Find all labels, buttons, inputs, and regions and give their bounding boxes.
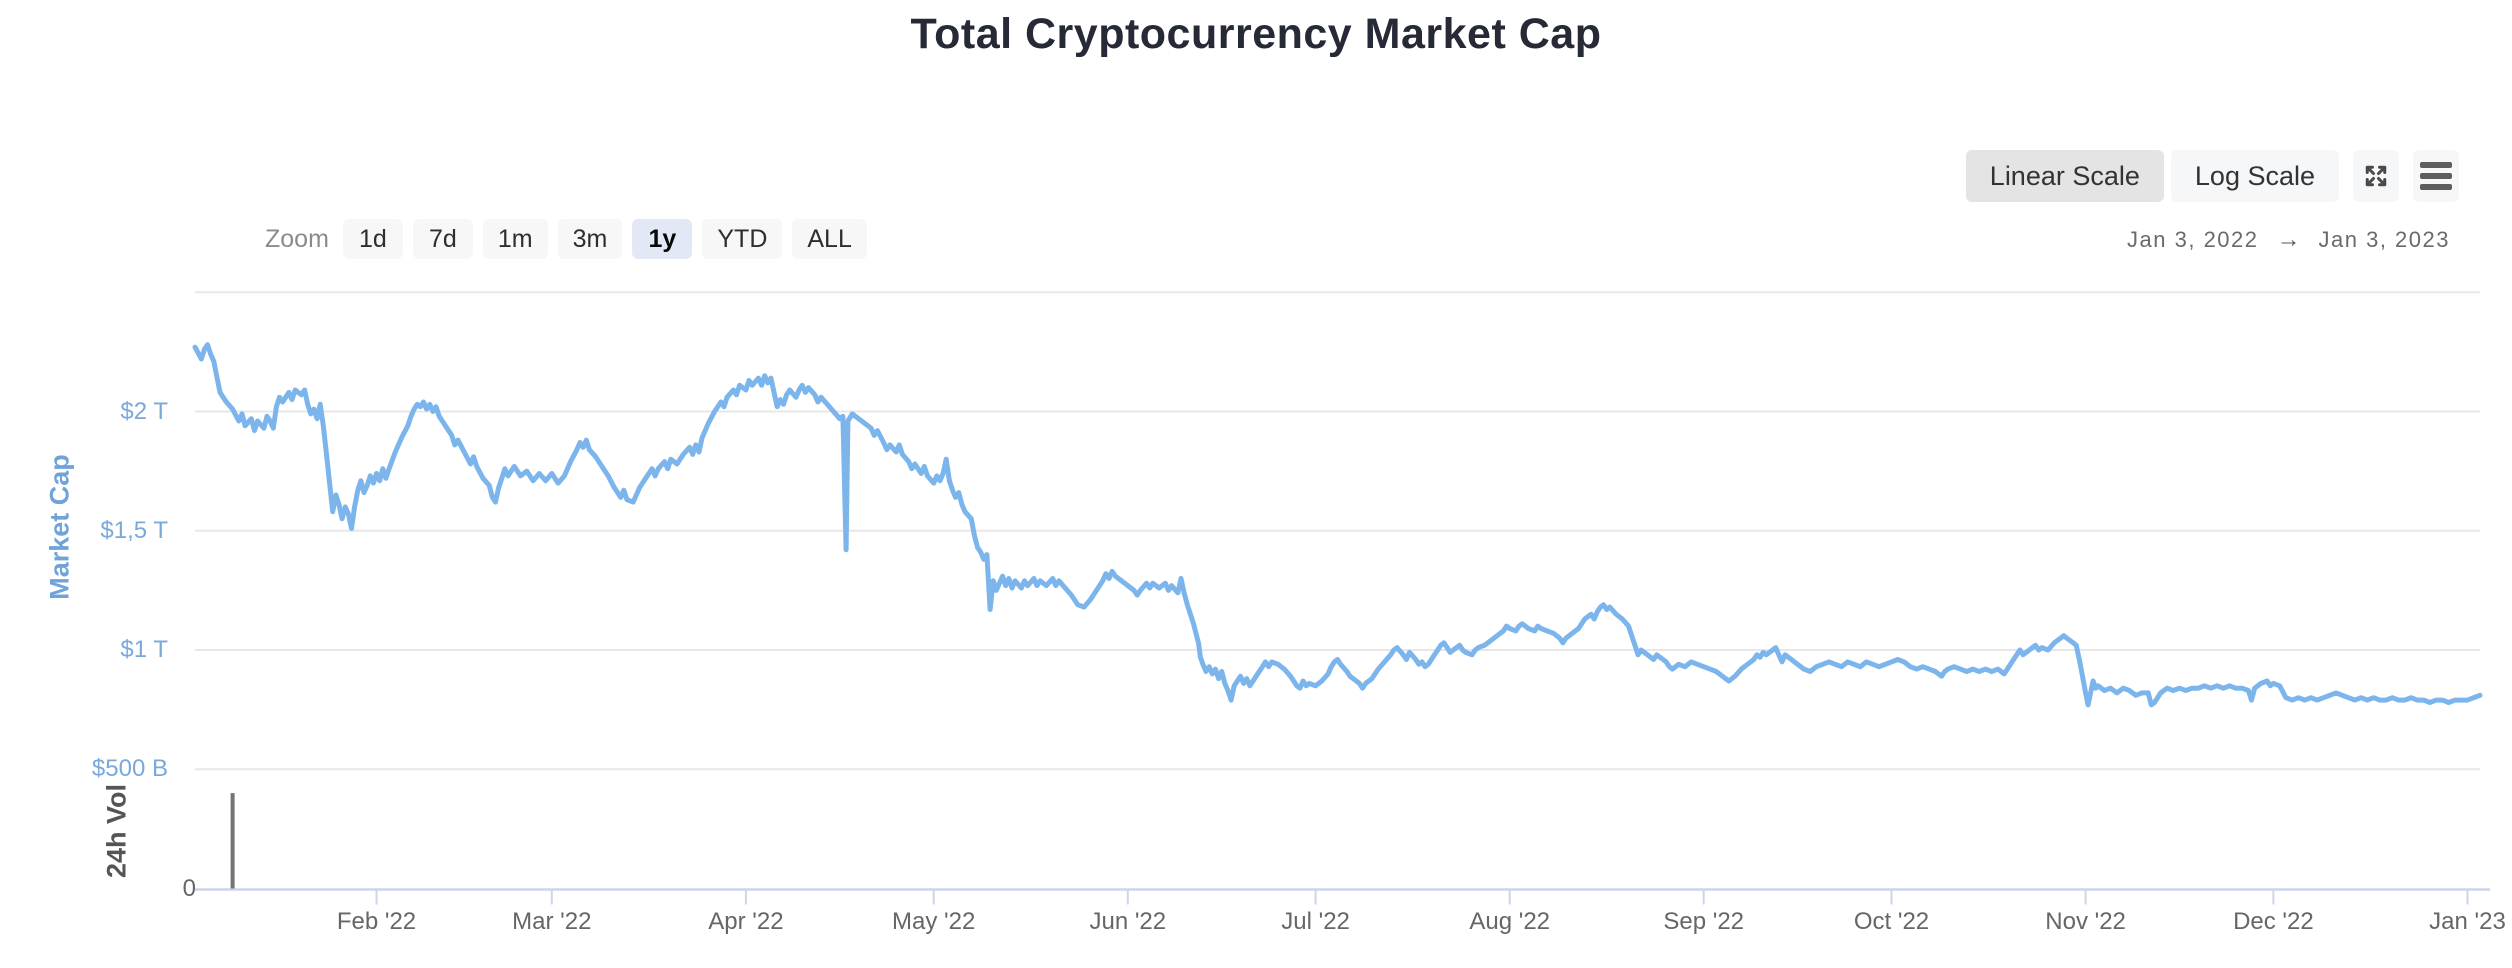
y-axis-title-24h-vol: 24h Vol	[101, 783, 132, 879]
range-selector: Zoom 1d 7d 1m 3m 1y YTD ALL	[265, 219, 877, 259]
page-title: Total Cryptocurrency Market Cap	[910, 10, 1602, 58]
y-tick-label: $1,5 T	[100, 516, 168, 544]
vol-zero-label: 0	[182, 874, 196, 902]
x-tick-label: Oct '22	[1853, 908, 1930, 935]
zoom-button-all[interactable]: ALL	[792, 219, 867, 259]
hamburger-menu-icon	[2420, 162, 2452, 190]
zoom-buttons-group: 1d 7d 1m 3m 1y YTD ALL	[342, 219, 877, 259]
arrow-right-icon: →	[2276, 226, 2301, 253]
log-scale-button[interactable]: Log Scale	[2170, 150, 2339, 202]
zoom-button-7d[interactable]: 7d	[412, 219, 473, 259]
zoom-button-3m[interactable]: 3m	[557, 219, 623, 259]
x-tick-label: Sep '22	[1663, 908, 1745, 935]
zoom-button-1m[interactable]: 1m	[482, 219, 548, 259]
zoom-button-ytd[interactable]: YTD	[702, 219, 783, 259]
market-cap-line-series	[192, 342, 2483, 708]
zoom-label: Zoom	[265, 224, 329, 253]
y-tick-label: $500 B	[91, 755, 168, 783]
linear-scale-button[interactable]: Linear Scale	[1965, 150, 2164, 202]
zoom-button-1y[interactable]: 1y	[632, 219, 693, 259]
x-tick-label: Dec '22	[2233, 908, 2314, 935]
x-tick-label: Nov '22	[2045, 908, 2126, 935]
x-tick-label: Feb '22	[336, 908, 417, 935]
x-tick-label: Jan '23	[2429, 908, 2506, 935]
y-tick-label: $1 T	[120, 636, 168, 663]
x-tick-label: Mar '22	[512, 908, 592, 935]
scale-toggle-group: Linear Scale Log Scale	[1965, 150, 2459, 202]
date-range-from[interactable]: Jan 3, 2022	[2127, 227, 2259, 252]
x-tick-label: Apr '22	[708, 908, 784, 935]
zoom-button-1d[interactable]: 1d	[342, 219, 403, 259]
x-tick-label: Aug '22	[1469, 908, 1551, 935]
x-tick-label: Jul '22	[1281, 908, 1350, 935]
x-tick-label: May '22	[892, 908, 976, 935]
y-tick-label: $2 T	[120, 397, 168, 425]
date-range-to[interactable]: Jan 3, 2023	[2318, 227, 2450, 252]
date-range: Jan 3, 2022 → Jan 3, 2023	[2127, 226, 2450, 254]
fullscreen-icon	[2365, 165, 2387, 187]
x-tick-label: Jun '22	[1089, 908, 1167, 935]
chart-context-menu-button[interactable]	[2413, 150, 2459, 202]
fullscreen-button[interactable]	[2353, 150, 2399, 202]
